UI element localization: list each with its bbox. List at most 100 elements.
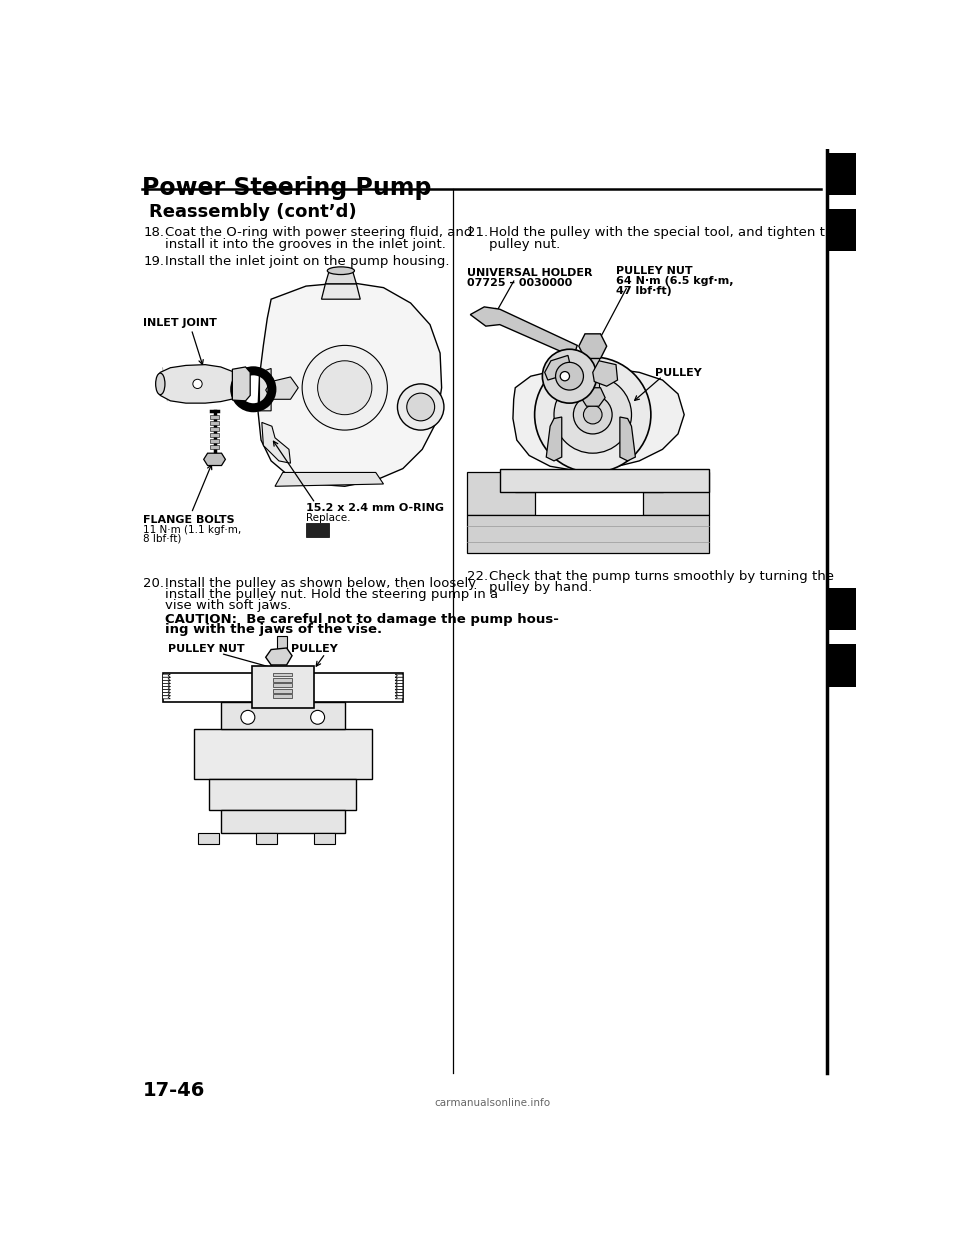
Text: UNIVERSAL HOLDER: UNIVERSAL HOLDER [468, 268, 592, 278]
FancyBboxPatch shape [306, 523, 329, 537]
Polygon shape [396, 683, 403, 687]
Polygon shape [396, 687, 403, 689]
FancyBboxPatch shape [274, 673, 292, 677]
FancyBboxPatch shape [221, 810, 345, 833]
Text: PULLEY: PULLEY [291, 645, 337, 655]
Polygon shape [579, 334, 607, 359]
Polygon shape [210, 415, 219, 419]
Polygon shape [162, 693, 170, 696]
Polygon shape [322, 283, 360, 299]
Circle shape [561, 371, 569, 381]
Text: Power Steering Pump: Power Steering Pump [142, 176, 431, 200]
FancyBboxPatch shape [827, 209, 856, 251]
Polygon shape [396, 681, 403, 683]
Polygon shape [396, 693, 403, 696]
Polygon shape [162, 696, 170, 699]
Text: Replace.: Replace. [306, 513, 350, 523]
Text: PULLEY NUT: PULLEY NUT [616, 266, 692, 276]
FancyBboxPatch shape [274, 678, 292, 682]
Text: 11 N·m (1.1 kgf·m,: 11 N·m (1.1 kgf·m, [143, 525, 242, 535]
Text: vise with soft jaws.: vise with soft jaws. [165, 599, 291, 612]
FancyBboxPatch shape [162, 673, 403, 702]
FancyBboxPatch shape [194, 729, 372, 779]
FancyBboxPatch shape [827, 153, 856, 195]
Polygon shape [592, 360, 617, 386]
Circle shape [407, 394, 435, 421]
Text: Reassembly (cont’d): Reassembly (cont’d) [150, 202, 357, 221]
Text: pulley nut.: pulley nut. [489, 237, 560, 251]
Text: 18.: 18. [143, 226, 164, 238]
FancyBboxPatch shape [827, 645, 856, 687]
Text: 8 lbf·ft): 8 lbf·ft) [143, 533, 181, 543]
Polygon shape [162, 683, 170, 687]
Text: PULLEY: PULLEY [655, 369, 702, 379]
Polygon shape [210, 440, 219, 443]
Circle shape [584, 405, 602, 424]
FancyBboxPatch shape [255, 833, 277, 845]
Text: 21.: 21. [468, 226, 489, 238]
Polygon shape [266, 648, 292, 664]
Polygon shape [325, 271, 356, 283]
Polygon shape [513, 369, 684, 471]
Polygon shape [396, 677, 403, 681]
FancyBboxPatch shape [588, 347, 599, 389]
Polygon shape [259, 369, 271, 411]
Text: Install the pulley as shown below, then loosely: Install the pulley as shown below, then … [165, 578, 476, 590]
Circle shape [542, 349, 596, 404]
Polygon shape [546, 417, 562, 461]
Text: PULLEY NUT: PULLEY NUT [168, 645, 245, 655]
Polygon shape [266, 378, 299, 399]
Polygon shape [204, 453, 226, 466]
FancyBboxPatch shape [274, 689, 292, 693]
FancyBboxPatch shape [252, 667, 314, 708]
FancyBboxPatch shape [314, 833, 335, 845]
Text: install it into the grooves in the inlet joint.: install it into the grooves in the inlet… [165, 237, 445, 251]
Polygon shape [275, 472, 383, 487]
FancyBboxPatch shape [468, 514, 709, 553]
Text: ing with the jaws of the vise.: ing with the jaws of the vise. [165, 623, 382, 636]
Polygon shape [210, 421, 219, 425]
FancyBboxPatch shape [276, 636, 287, 651]
Polygon shape [210, 427, 219, 431]
Circle shape [241, 710, 254, 724]
FancyBboxPatch shape [221, 702, 345, 729]
Polygon shape [258, 282, 442, 487]
Text: carmanualsonline.info: carmanualsonline.info [434, 1098, 550, 1108]
Polygon shape [162, 677, 170, 681]
Circle shape [556, 363, 584, 390]
Polygon shape [396, 689, 403, 693]
Polygon shape [232, 366, 251, 401]
Text: 20.: 20. [143, 578, 164, 590]
Circle shape [193, 379, 203, 389]
Circle shape [302, 345, 388, 430]
Polygon shape [396, 696, 403, 699]
Text: CAUTION:  Be careful not to damage the pump hous-: CAUTION: Be careful not to damage the pu… [165, 612, 559, 626]
Text: 64 N·m (6.5 kgf·m,: 64 N·m (6.5 kgf·m, [616, 276, 733, 286]
Text: 15.2 x 2.4 mm O-RING: 15.2 x 2.4 mm O-RING [306, 503, 444, 513]
Ellipse shape [327, 267, 354, 274]
Circle shape [311, 710, 324, 724]
Text: Hold the pulley with the special tool, and tighten the: Hold the pulley with the special tool, a… [489, 226, 842, 238]
Circle shape [535, 356, 651, 472]
Polygon shape [581, 388, 605, 406]
Polygon shape [620, 417, 636, 461]
Polygon shape [162, 687, 170, 689]
Circle shape [318, 360, 372, 415]
FancyBboxPatch shape [274, 694, 292, 698]
Polygon shape [162, 689, 170, 693]
Polygon shape [544, 355, 571, 380]
Circle shape [397, 384, 444, 430]
Polygon shape [210, 433, 219, 437]
Text: pulley by hand.: pulley by hand. [489, 581, 592, 594]
Circle shape [573, 395, 612, 433]
Text: Check that the pump turns smoothly by turning the: Check that the pump turns smoothly by tu… [489, 570, 834, 584]
FancyBboxPatch shape [198, 833, 219, 845]
Polygon shape [210, 446, 219, 450]
Polygon shape [162, 681, 170, 683]
Text: 07725 – 0030000: 07725 – 0030000 [468, 278, 572, 288]
Text: 19.: 19. [143, 256, 164, 268]
Polygon shape [468, 472, 535, 514]
FancyBboxPatch shape [274, 683, 292, 687]
Text: 17-46: 17-46 [143, 1081, 205, 1099]
Polygon shape [396, 674, 403, 677]
